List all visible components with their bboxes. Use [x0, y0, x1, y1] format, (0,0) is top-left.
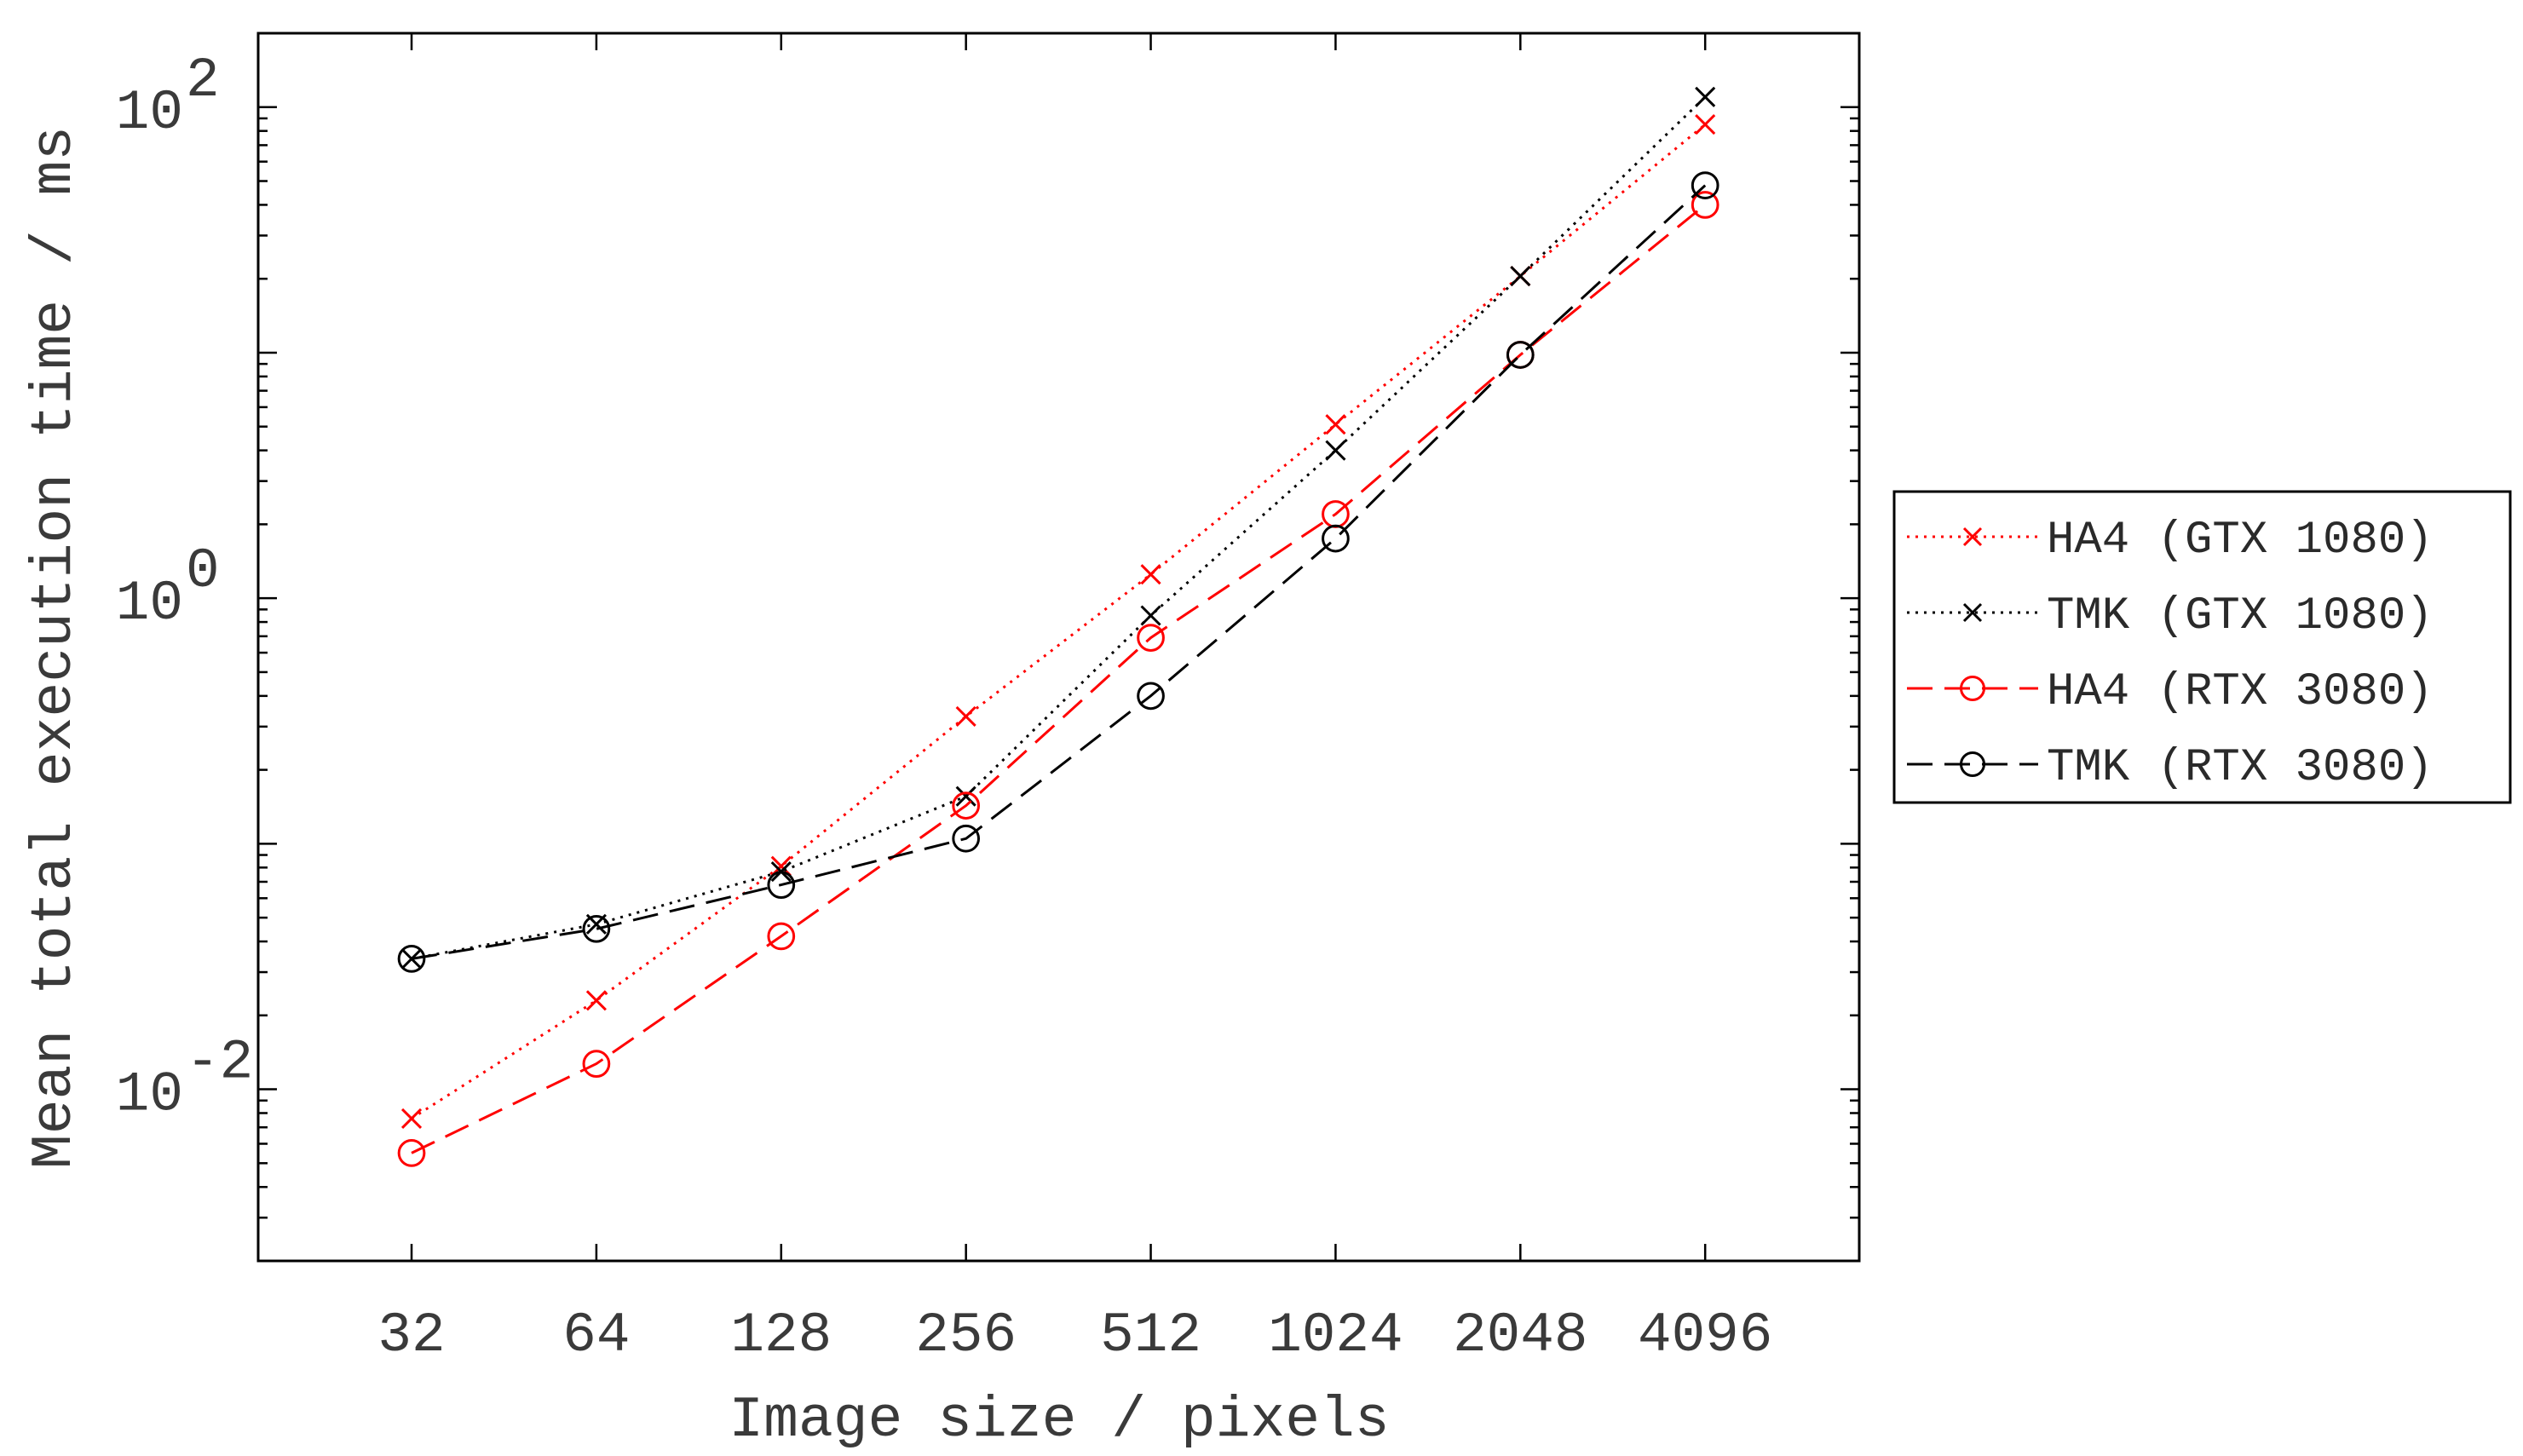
y-tick-label: 10	[116, 572, 183, 636]
x-tick-label: 64	[562, 1303, 630, 1367]
series	[400, 86, 1716, 970]
x-tick-label: 32	[377, 1303, 445, 1367]
data-point-circle-marker	[1506, 341, 1535, 369]
data-point-x-marker	[955, 786, 976, 807]
data-point-x-marker	[955, 705, 976, 727]
series	[400, 114, 1716, 1129]
legend-entry: TMK (RTX 3080)	[1907, 742, 2434, 794]
data-point-x-marker	[1140, 605, 1161, 626]
data-point-circle-marker	[1322, 524, 1350, 553]
data-point-x-marker	[1695, 114, 1716, 135]
series	[397, 191, 1719, 1167]
plot-area-frame	[256, 32, 1861, 1263]
data-point-circle-marker	[1960, 751, 1985, 777]
series-line	[411, 123, 1707, 1120]
data-point-x-marker	[1325, 440, 1346, 461]
series-line	[411, 204, 1707, 1154]
y-tick-label: 10	[116, 1063, 183, 1127]
data-point-x-marker	[400, 1108, 423, 1129]
data-point-circle-marker	[397, 945, 426, 973]
x-tick-label: 1024	[1268, 1303, 1403, 1367]
data-point-x-marker	[585, 990, 607, 1011]
data-point-circle-marker	[1137, 624, 1165, 652]
data-point-circle-marker	[397, 1139, 426, 1167]
legend-label: HA4 (RTX 3080)	[2047, 666, 2434, 718]
y-tick-exponent: 2	[186, 49, 220, 112]
x-tick-label: 2048	[1453, 1303, 1587, 1367]
legend-entry: HA4 (GTX 1080)	[1907, 515, 2434, 567]
legend-box	[1892, 490, 2512, 804]
x-tick-label: 4096	[1638, 1303, 1772, 1367]
legend-label: TMK (GTX 1080)	[2047, 590, 2434, 642]
data-point-x-marker	[1962, 527, 1983, 547]
data-point-circle-marker	[1691, 191, 1719, 219]
data-point-circle-marker	[767, 922, 796, 951]
x-tick-label: 256	[915, 1303, 1017, 1367]
data-point-x-marker	[1325, 414, 1346, 435]
data-point-circle-marker	[582, 914, 611, 943]
y-tick-exponent: 0	[186, 539, 220, 603]
legend-label: TMK (RTX 3080)	[2047, 742, 2434, 794]
data-point-circle-marker	[952, 824, 981, 853]
x-axis-title: Image size / pixels	[729, 1388, 1389, 1453]
data-point-circle-marker	[767, 871, 796, 899]
legend: HA4 (GTX 1080) TMK (GTX 1080) HA4 (RTX 308…	[1892, 490, 2512, 804]
series-line	[411, 95, 1707, 960]
data-point-x-marker	[1510, 266, 1531, 287]
data-point-circle-marker	[1960, 676, 1985, 701]
x-tick-label: 512	[1100, 1303, 1201, 1367]
legend-entry: TMK (GTX 1080)	[1907, 590, 2434, 642]
x-tick-label: 128	[730, 1303, 832, 1367]
data-point-circle-marker	[582, 1050, 611, 1078]
y-axis-title: Mean total execution time / ms	[22, 126, 88, 1169]
series-layer	[397, 86, 1719, 1167]
data-point-circle-marker	[952, 791, 981, 820]
data-point-x-marker	[1962, 602, 1983, 623]
data-point-x-marker	[1140, 564, 1161, 585]
series	[397, 171, 1719, 973]
axis-ticks	[258, 32, 1859, 1263]
y-tick-label: 10	[116, 81, 183, 145]
y-tick-exponent: -2	[186, 1031, 253, 1095]
data-point-circle-marker	[1137, 682, 1165, 711]
data-point-x-marker	[1695, 86, 1716, 107]
legend-label: HA4 (GTX 1080)	[2047, 515, 2434, 567]
legend-entry: HA4 (RTX 3080)	[1907, 666, 2434, 718]
series-line	[411, 184, 1707, 960]
data-point-circle-marker	[1691, 171, 1719, 199]
